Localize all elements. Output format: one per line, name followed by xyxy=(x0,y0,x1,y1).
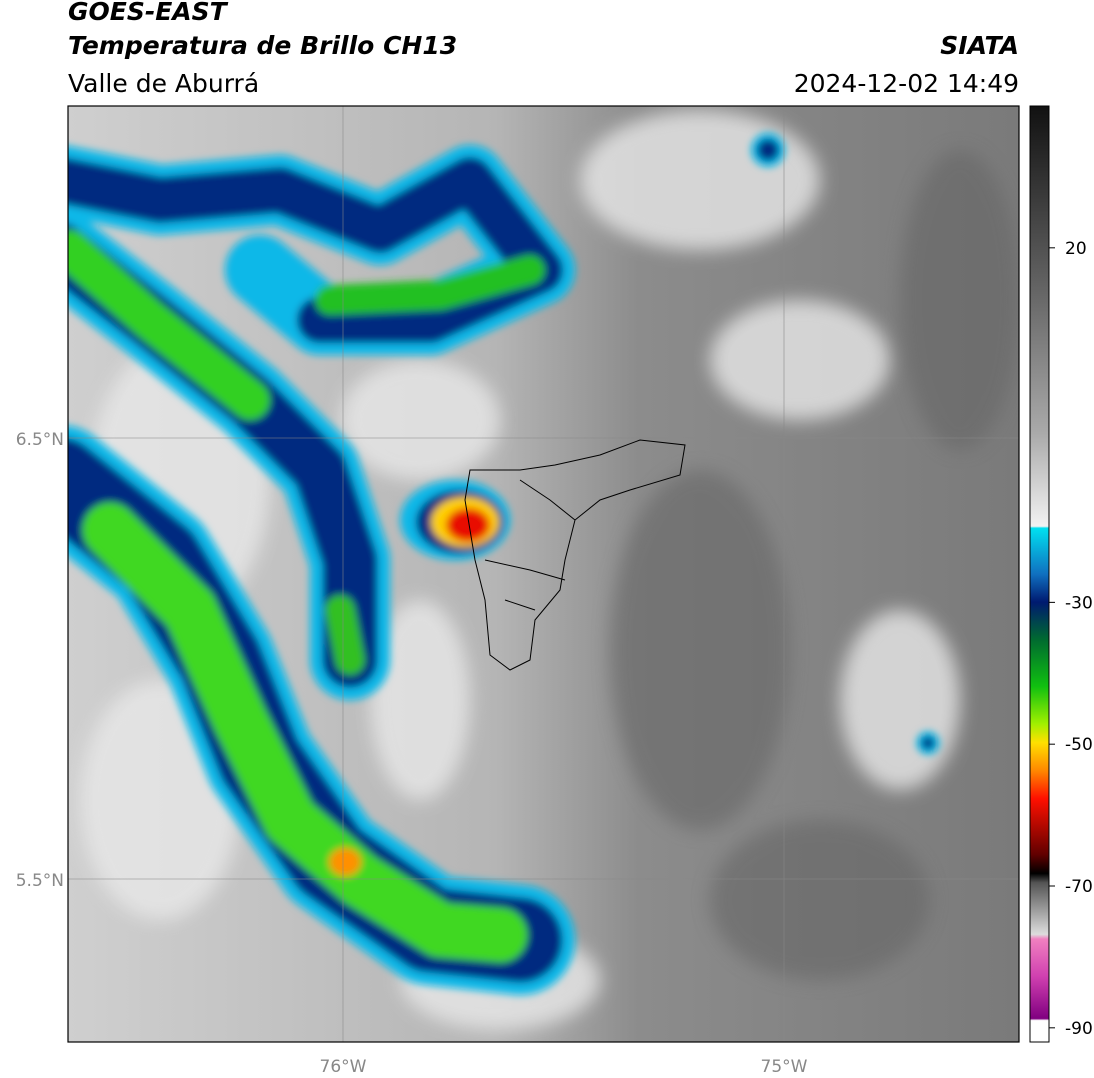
colorbar-tick-label: -30 xyxy=(1065,593,1093,613)
colorbar xyxy=(1029,105,1050,1043)
colorbar-tick-label: -50 xyxy=(1065,735,1093,755)
municipal-boundaries xyxy=(464,439,686,671)
lat-tick-label: 5.5°N xyxy=(16,871,64,891)
title: GOES-EAST xyxy=(68,0,229,26)
colorbar-tick-label: -70 xyxy=(1065,877,1093,897)
lat-tick-label: 6.5°N xyxy=(16,430,64,450)
satellite-image xyxy=(68,106,1019,1042)
colorbar-tick-label: -90 xyxy=(1065,1019,1093,1039)
subtitle: Temperatura de Brillo CH13 xyxy=(68,31,457,60)
source: SIATA xyxy=(940,31,1019,60)
graticule xyxy=(68,106,1019,1042)
map-frame xyxy=(67,105,1020,1043)
datetime: 2024-12-02 14:49 xyxy=(794,69,1019,98)
colorbar-tick-label: 20 xyxy=(1065,239,1087,259)
lon-tick-label: 76°W xyxy=(320,1057,367,1077)
lon-tick-label: 75°W xyxy=(761,1057,808,1077)
region: Valle de Aburrá xyxy=(68,69,259,98)
